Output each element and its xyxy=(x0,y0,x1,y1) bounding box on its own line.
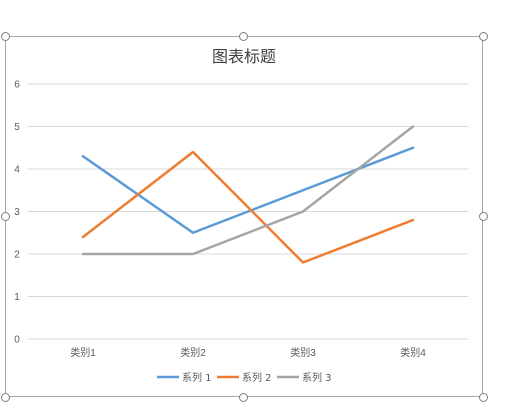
resize-handle-top-center[interactable] xyxy=(239,32,248,41)
y-tick-label: 2 xyxy=(14,250,20,261)
legend-label-1[interactable]: 系列 1 xyxy=(182,371,212,384)
chart-area[interactable] xyxy=(5,36,483,397)
y-tick-label: 4 xyxy=(14,165,20,176)
x-tick-label: 类别2 xyxy=(180,346,206,359)
y-tick-label: 6 xyxy=(14,80,20,91)
legend-label-3[interactable]: 系列 3 xyxy=(302,371,332,384)
plot-area[interactable] xyxy=(81,125,415,264)
y-tick-label: 3 xyxy=(14,207,20,218)
y-axis: 0 1 2 3 4 5 6 xyxy=(14,80,20,346)
x-tick-label: 类别1 xyxy=(70,346,96,359)
resize-handle-middle-left[interactable] xyxy=(1,212,10,221)
toolbar-strip xyxy=(0,0,506,36)
resize-handle-top-left[interactable] xyxy=(1,32,10,41)
resize-handle-bottom-center[interactable] xyxy=(239,393,248,402)
y-tick-label: 0 xyxy=(14,335,20,346)
series-line-3[interactable] xyxy=(81,125,415,256)
resize-handle-middle-right[interactable] xyxy=(479,212,488,221)
series-line-2[interactable] xyxy=(81,150,415,264)
x-tick-label: 类别4 xyxy=(400,346,426,359)
legend[interactable]: 系列 1 系列 2 系列 3 xyxy=(157,371,332,384)
resize-handle-top-right[interactable] xyxy=(479,32,488,41)
x-tick-label: 类别3 xyxy=(290,346,316,359)
y-tick-label: 1 xyxy=(14,292,20,303)
series-line-1[interactable] xyxy=(81,146,415,234)
resize-handle-bottom-left[interactable] xyxy=(1,393,10,402)
x-axis: 类别1 类别2 类别3 类别4 xyxy=(70,346,426,359)
resize-handle-bottom-right[interactable] xyxy=(479,393,488,402)
y-tick-label: 5 xyxy=(14,122,20,133)
legend-label-2[interactable]: 系列 2 xyxy=(242,371,272,384)
chart-title[interactable]: 图表标题 xyxy=(212,47,276,66)
